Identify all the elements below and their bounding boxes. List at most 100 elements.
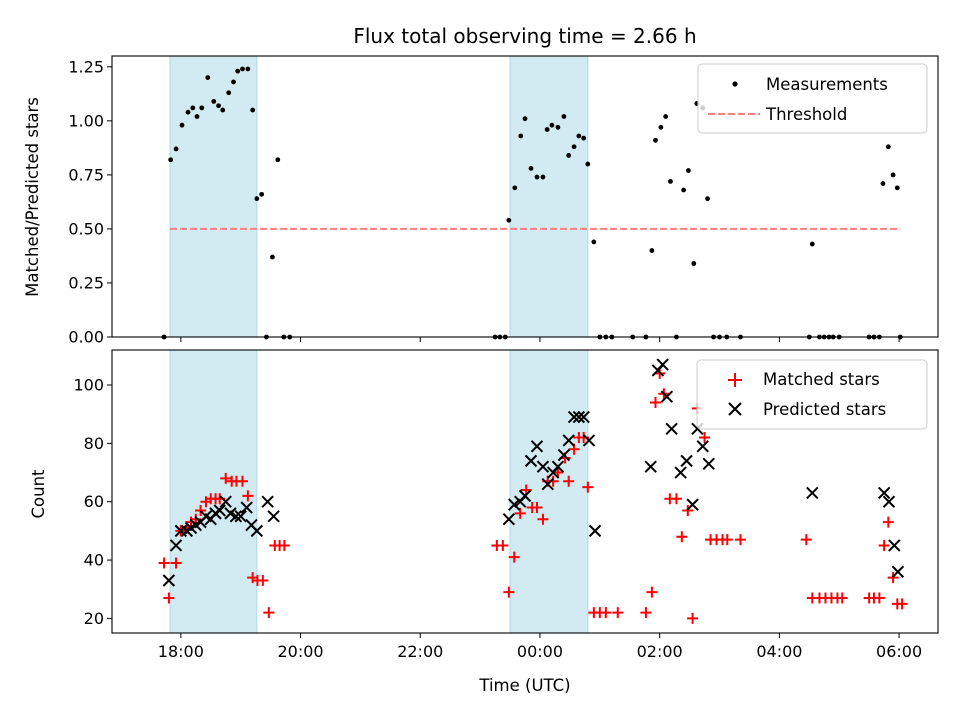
y-tick-label: 1.25 bbox=[68, 57, 104, 76]
measurement-point bbox=[522, 116, 528, 122]
measurement-point bbox=[173, 146, 179, 152]
matched-star-point bbox=[531, 502, 543, 514]
matched-star-point bbox=[600, 607, 612, 619]
matched-star-point bbox=[640, 607, 652, 619]
matched-star-point bbox=[563, 475, 575, 487]
measurement-point bbox=[705, 196, 710, 202]
predicted-star-point bbox=[508, 498, 521, 511]
matched-star-point bbox=[508, 551, 520, 563]
matched-star-point bbox=[734, 534, 746, 546]
predicted-star-point bbox=[518, 489, 532, 503]
observing-window-band bbox=[509, 55, 589, 338]
matched-star-point bbox=[582, 481, 594, 493]
matched-star-point bbox=[257, 574, 269, 586]
count-panel: 20 40 60 80 100 18:00 20:00 22:00 00:00 02:00 04:… bbox=[29, 349, 939, 695]
measurement-point bbox=[566, 153, 572, 158]
matched-star-point bbox=[676, 531, 688, 543]
ratio-legend-box bbox=[697, 63, 928, 134]
matched-star-point bbox=[699, 432, 711, 444]
predicted-star-point bbox=[572, 410, 586, 424]
measurement-point bbox=[216, 103, 221, 109]
predicted-star-point bbox=[680, 454, 693, 468]
x-tick-label: 18:00 bbox=[158, 642, 204, 661]
x-tick-label: 02:00 bbox=[637, 642, 683, 661]
matched-star-point bbox=[878, 539, 890, 551]
predicted-star-point bbox=[267, 510, 280, 523]
measurement-point bbox=[506, 217, 512, 223]
count-y-axis-label: Count bbox=[29, 469, 48, 519]
measurement-point bbox=[185, 109, 191, 115]
predicted-star-point bbox=[169, 539, 183, 552]
measurement-point bbox=[205, 75, 211, 81]
predicted-star-point bbox=[530, 440, 544, 453]
ratio-legend: Measurements Threshold bbox=[697, 63, 928, 134]
ratio-y-axis: 0.00 0.25 0.50 0.75 1.00 1.25 bbox=[68, 57, 112, 347]
predicted-star-point bbox=[656, 358, 669, 371]
predicted-star-point bbox=[891, 565, 905, 578]
matched-star-point bbox=[687, 612, 699, 624]
observing-window-band bbox=[169, 349, 258, 634]
predicted-star-point bbox=[888, 539, 901, 552]
predicted-star-point bbox=[219, 495, 232, 508]
measurement-point bbox=[211, 98, 217, 104]
predicted-star-point bbox=[674, 466, 687, 479]
matched-star-point bbox=[503, 586, 515, 598]
measurement-point bbox=[890, 172, 896, 178]
predicted-star-point bbox=[882, 495, 896, 508]
predicted-star-point bbox=[536, 460, 550, 473]
legend-dot-marker bbox=[732, 81, 738, 87]
predicted-star-point bbox=[557, 448, 571, 462]
count-y-axis: 20 40 60 80 100 bbox=[73, 376, 112, 628]
predicted-star-point bbox=[234, 510, 247, 523]
matched-star-point bbox=[195, 504, 207, 516]
measurement-point bbox=[231, 79, 236, 85]
y-tick-label: 0.25 bbox=[68, 273, 104, 292]
predicted-star-point bbox=[686, 498, 699, 511]
matched-star-point bbox=[537, 513, 549, 525]
matched-star-point bbox=[882, 516, 894, 528]
legend-plus-marker bbox=[728, 373, 742, 387]
measurement-point bbox=[240, 66, 245, 72]
predicted-star-point bbox=[588, 524, 602, 538]
predicted-star-point bbox=[644, 460, 657, 473]
measurement-point bbox=[571, 144, 577, 150]
x-tick-label: 00:00 bbox=[517, 642, 563, 661]
y-tick-label: 100 bbox=[73, 376, 104, 395]
predicted-star-point bbox=[213, 504, 226, 517]
measurement-point bbox=[534, 174, 540, 180]
measurement-point bbox=[235, 68, 241, 74]
y-tick-label: 0.75 bbox=[68, 165, 104, 184]
x-axis-label: Time (UTC) bbox=[478, 676, 570, 695]
observing-window-band bbox=[169, 55, 258, 338]
matched-star-point bbox=[646, 586, 658, 598]
ratio-marks bbox=[161, 66, 903, 340]
matched-star-point bbox=[242, 490, 254, 502]
predicted-star-point bbox=[240, 501, 253, 514]
y-tick-label: 0.00 bbox=[68, 328, 104, 347]
count-legend: Matched stars Predicted stars bbox=[696, 359, 928, 430]
measurement-point bbox=[194, 114, 200, 119]
predicted-star-point bbox=[696, 440, 709, 453]
x-tick-label: 20:00 bbox=[277, 642, 323, 661]
measurement-point bbox=[686, 168, 691, 173]
measurement-point bbox=[179, 122, 185, 128]
predicted-star-point bbox=[250, 524, 264, 538]
matched-star-point bbox=[220, 472, 232, 484]
count-legend-box bbox=[696, 359, 928, 430]
matched-star-point bbox=[236, 475, 248, 487]
y-tick-label: 0.50 bbox=[68, 219, 104, 238]
legend-label-measurements: Measurements bbox=[766, 75, 888, 94]
observing-windows bbox=[169, 349, 589, 634]
y-tick-label: 20 bbox=[84, 609, 104, 628]
measurement-point bbox=[540, 174, 546, 180]
chart-title: Flux total observing time = 2.66 h bbox=[353, 24, 696, 48]
ratio-x-axis bbox=[180, 337, 900, 342]
predicted-star-point bbox=[524, 454, 538, 468]
predicted-star-point bbox=[162, 574, 176, 587]
x-tick-label: 04:00 bbox=[756, 642, 802, 661]
measurement-point bbox=[245, 66, 251, 72]
measurement-point bbox=[691, 261, 697, 266]
measurement-point bbox=[681, 187, 687, 193]
measurement-point bbox=[528, 166, 534, 171]
